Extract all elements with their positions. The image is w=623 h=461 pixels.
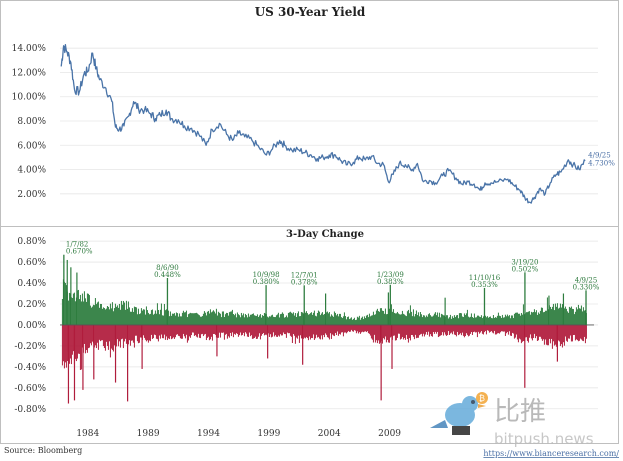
change-chart-title: 3-Day Change [286, 229, 364, 240]
change-y-tick-label: 0.00% [17, 321, 46, 331]
annotation-value: 0.330% [573, 283, 600, 291]
yield-chart-title: US 30-Year Yield [255, 5, 366, 19]
top-panel-frame [0, 0, 619, 227]
annotation-date: 4/9/25 [575, 276, 598, 284]
yield-y-axis: 14.00% 12.00% 10.00% 8.00% 6.00% 4.00% 2.00% [12, 44, 47, 200]
watermark-cn: 比推 [494, 397, 546, 427]
annotation-value: 0.378% [291, 278, 318, 286]
x-tick-label: 2004 [318, 429, 341, 439]
yield-series-line [60, 43, 586, 204]
change-y-axis: 0.80% 0.60% 0.40% 0.20% 0.00% -0.20% -0.40% -0.… [14, 237, 46, 415]
annotation-date: 10/9/98 [253, 271, 280, 279]
annotation-date: 11/10/16 [469, 274, 501, 282]
yield-y-tick-label: 2.00% [17, 190, 46, 200]
annotation-date: 1/7/82 [66, 241, 89, 249]
x-tick-label: 1989 [137, 429, 160, 439]
change-y-tick-label: -0.80% [14, 405, 46, 415]
annotation-date: 8/6/90 [156, 264, 179, 272]
change-annotations: 1/7/820.670% 8/6/900.448% 10/9/980.380% 12/… [63, 241, 600, 325]
yield-y-tick-label: 14.00% [12, 44, 47, 54]
yield-end-date-label: 4/9/25 [588, 152, 611, 160]
bottom-panel-frame [0, 226, 619, 444]
annotation-value: 0.670% [66, 248, 93, 256]
annotation-date: 12/7/01 [291, 271, 318, 279]
source-note: Source: Bloomberg [4, 446, 82, 455]
yield-y-tick-label: 4.00% [17, 166, 46, 176]
bird-logo-icon: ₿ [430, 392, 488, 435]
change-bars [61, 259, 587, 404]
x-tick-label: 1984 [76, 429, 99, 439]
change-y-tick-label: 0.80% [17, 237, 46, 247]
yield-gridlines [60, 47, 598, 195]
x-tick-label: 1994 [197, 429, 220, 439]
x-axis: 1984 1989 1994 1999 2004 2009 [76, 429, 401, 439]
yield-y-tick-label: 12.00% [12, 68, 47, 78]
source-link[interactable]: https://www.bianceresearch.com/ [483, 449, 619, 458]
yield-y-tick-label: 10.00% [12, 93, 47, 103]
annotation-date: 1/23/09 [377, 271, 404, 279]
change-y-tick-label: 0.60% [17, 258, 46, 268]
change-y-tick-label: -0.40% [14, 363, 46, 373]
annotation-date: 3/19/20 [511, 258, 538, 266]
yield-end-value-label: 4.730% [588, 160, 615, 168]
annotation-value: 0.353% [471, 281, 498, 289]
annotation-value: 0.502% [512, 265, 539, 273]
svg-text:₿: ₿ [479, 394, 485, 403]
yield-y-tick-label: 6.00% [17, 141, 46, 151]
x-tick-label: 1999 [257, 429, 280, 439]
annotation-value: 0.383% [377, 278, 404, 286]
change-y-tick-label: -0.20% [14, 342, 46, 352]
change-y-tick-label: 0.40% [17, 279, 46, 289]
x-tick-label: 2009 [378, 429, 401, 439]
annotation-value: 0.380% [253, 278, 280, 286]
annotation-value: 0.448% [154, 271, 181, 279]
watermark: ₿ 比推 bitpush.news [430, 392, 594, 448]
change-y-tick-label: -0.60% [14, 384, 46, 394]
change-y-tick-label: 0.20% [17, 300, 46, 310]
yield-y-tick-label: 8.00% [17, 117, 46, 127]
watermark-en: bitpush.news [494, 430, 594, 448]
